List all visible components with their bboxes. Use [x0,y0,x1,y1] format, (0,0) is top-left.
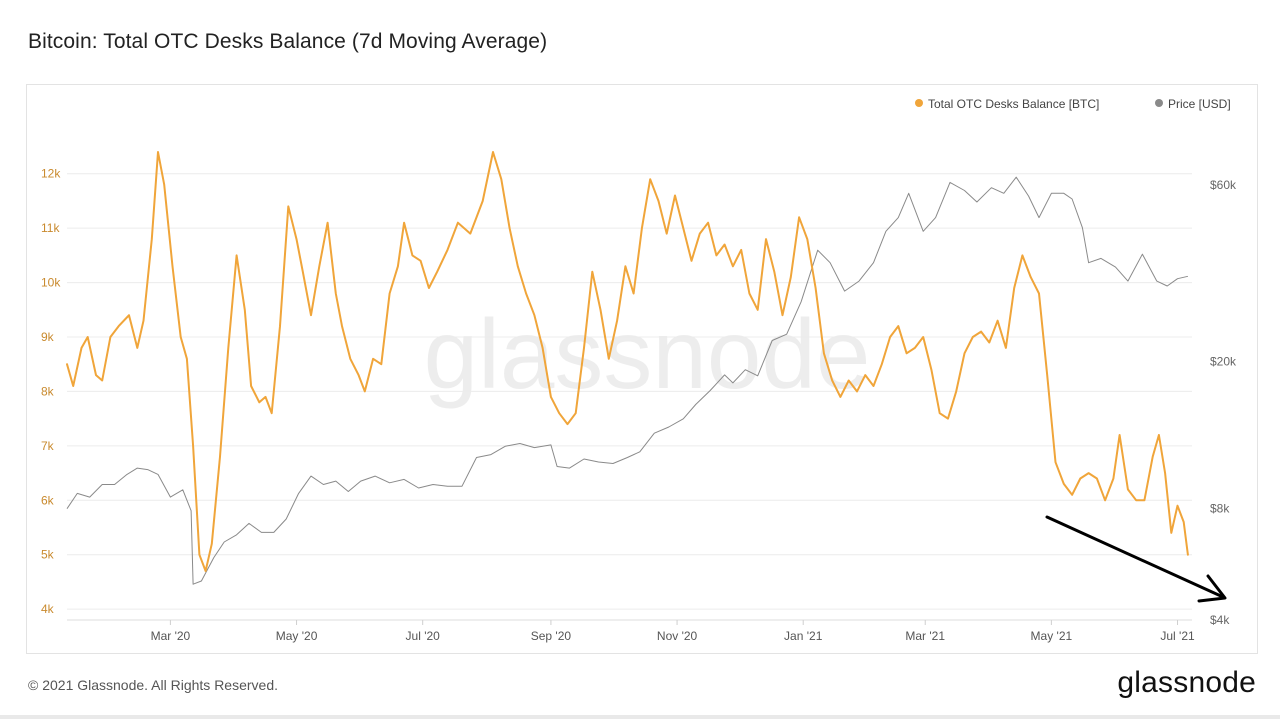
x-axis-tick-label: Jul '21 [1160,629,1195,643]
annotation-arrowhead [1197,574,1227,603]
legend-swatch-balance [915,99,923,107]
legend-label-price: Price [USD] [1168,97,1231,111]
right-axis-tick-label: $20k [1210,355,1237,369]
left-axis-tick-label: 7k [41,439,55,453]
x-axis-tick-label: Jan '21 [784,629,823,643]
x-axis-tick-label: Nov '20 [657,629,698,643]
legend-item-price[interactable]: Price [USD] [1155,97,1231,111]
x-axis-tick-label: May '20 [276,629,318,643]
left-axis-tick-label: 8k [41,384,55,398]
right-axis-tick-label: $60k [1210,178,1237,192]
footer-copyright: © 2021 Glassnode. All Rights Reserved. [28,677,279,693]
bottom-divider [0,715,1280,719]
x-axis-tick-label: May '21 [1031,629,1073,643]
left-axis-tick-label: 12k [41,167,61,181]
legend-item-balance[interactable]: Total OTC Desks Balance [BTC] [915,97,1099,111]
left-axis-tick-label: 11k [41,221,60,235]
right-y-axis: $4k $8k $20k $60k [1210,178,1237,627]
left-axis-tick-label: 6k [41,493,55,507]
annotation-arrow-line [1045,515,1225,599]
series-layer [66,151,1189,585]
chart-svg: glassnode 4k 5k 6k 7k 8k 9k 10k 11k 12k $4k $8k $2… [41,97,1237,643]
balance-series-line [66,151,1189,572]
x-axis-tick-label: Sep '20 [531,629,572,643]
watermark: glassnode [424,299,871,409]
left-axis-tick-label: 5k [41,548,55,562]
chart-frame: glassnode 4k 5k 6k 7k 8k 9k 10k 11k 12k $4k $8k $2… [26,84,1258,654]
x-axis-tick-label: Jul '20 [406,629,441,643]
price-series-line [66,176,1189,585]
left-axis-tick-label: 4k [41,602,55,616]
right-axis-tick-label: $4k [1210,613,1230,627]
left-axis-tick-label: 9k [41,330,55,344]
annotation-arrow [1045,515,1227,603]
grid-lines [67,173,1192,610]
legend-label-balance: Total OTC Desks Balance [BTC] [928,97,1099,111]
left-y-axis: 4k 5k 6k 7k 8k 9k 10k 11k 12k [41,167,61,616]
chart-title: Bitcoin: Total OTC Desks Balance (7d Mov… [28,30,548,53]
glassnode-logo[interactable]: glassnode [1117,666,1256,699]
x-axis-tick-label: Mar '20 [151,629,191,643]
right-axis-tick-label: $8k [1210,502,1230,516]
left-axis-tick-label: 10k [41,276,61,290]
legend-swatch-price [1155,99,1163,107]
x-axis: Mar '20 May '20 Jul '20 Sep '20 Nov '20 Jan '… [67,619,1195,643]
x-axis-tick-label: Mar '21 [905,629,945,643]
legend: Total OTC Desks Balance [BTC] Price [USD… [915,97,1231,111]
